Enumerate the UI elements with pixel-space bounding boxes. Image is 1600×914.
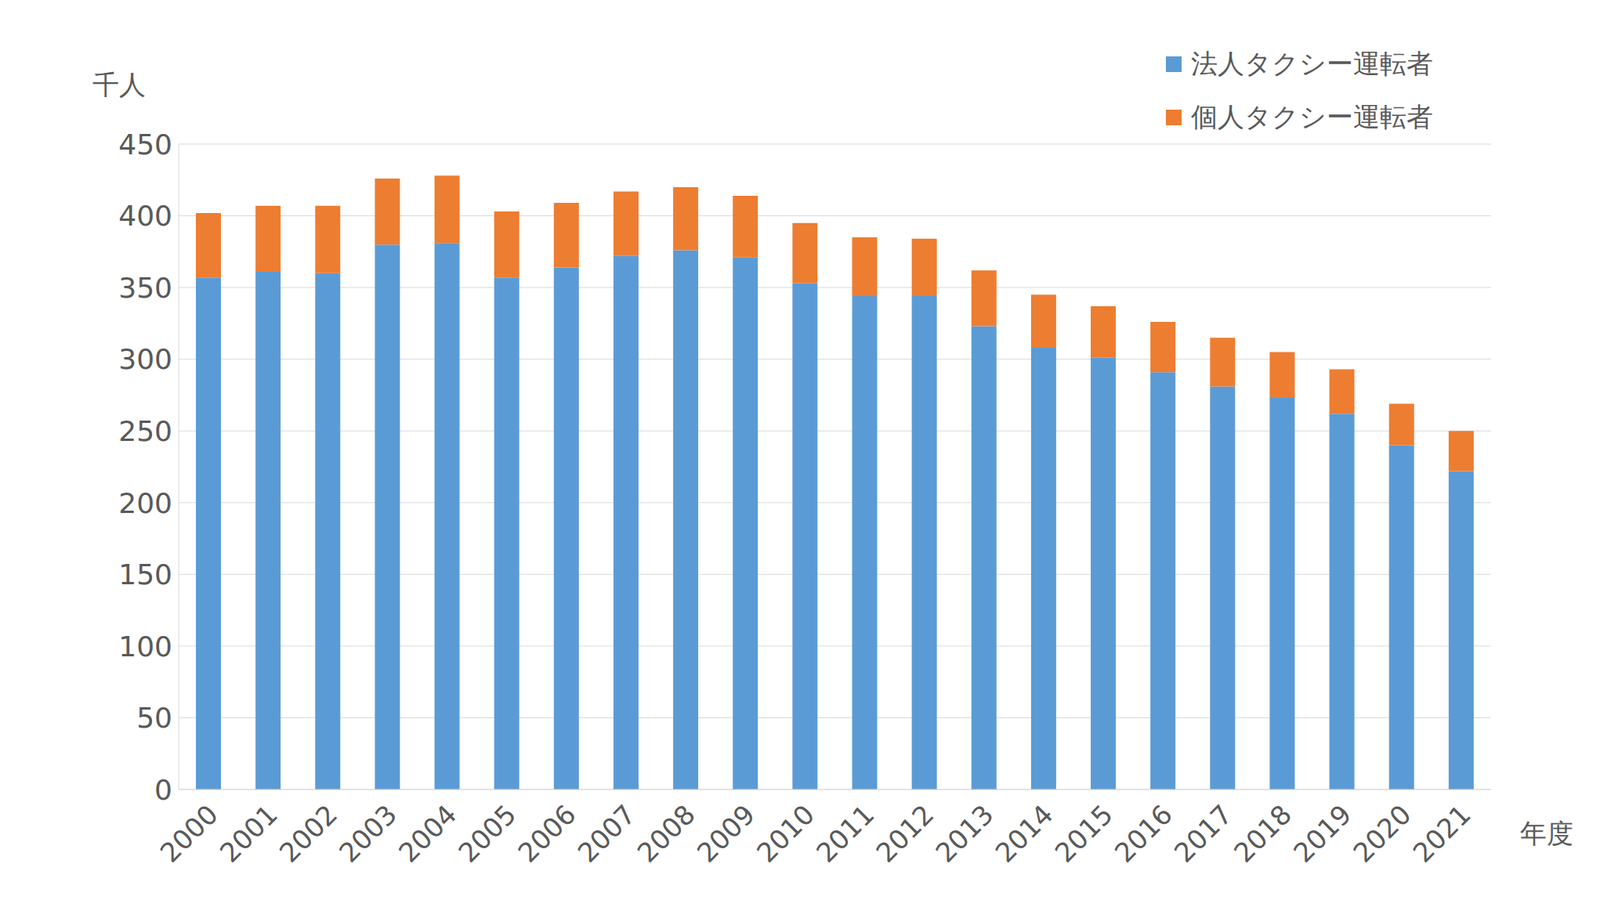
- svg-text:50: 50: [136, 702, 173, 735]
- svg-text:150: 150: [118, 558, 173, 591]
- svg-text:300: 300: [118, 343, 173, 376]
- svg-text:2018: 2018: [1227, 799, 1298, 869]
- svg-text:2020: 2020: [1346, 799, 1417, 869]
- svg-text:2000: 2000: [153, 799, 224, 869]
- svg-text:2011: 2011: [810, 799, 880, 869]
- svg-text:2008: 2008: [630, 799, 701, 869]
- svg-text:2006: 2006: [511, 799, 582, 869]
- svg-text:2009: 2009: [691, 799, 761, 869]
- svg-text:2016: 2016: [1108, 799, 1179, 869]
- svg-text:2015: 2015: [1048, 799, 1119, 869]
- svg-text:250: 250: [118, 415, 173, 448]
- svg-text:2007: 2007: [571, 799, 641, 869]
- svg-text:2004: 2004: [392, 799, 463, 869]
- svg-text:2001: 2001: [213, 799, 284, 869]
- html-text:千人: 千人: [92, 68, 146, 101]
- svg-text:2014: 2014: [988, 799, 1059, 869]
- html-text:年度: 年度: [1520, 818, 1574, 850]
- svg-text:2005: 2005: [452, 799, 522, 869]
- svg-text:2002: 2002: [273, 799, 344, 869]
- svg-text:100: 100: [118, 630, 173, 663]
- svg-text:2021: 2021: [1406, 799, 1477, 869]
- svg-text:2017: 2017: [1168, 799, 1239, 869]
- svg-text:0: 0: [154, 774, 173, 807]
- html-text:法人タクシー運転者: 法人タクシー運転者: [1190, 47, 1434, 80]
- svg-text:400: 400: [118, 199, 173, 232]
- svg-text:350: 350: [118, 271, 173, 305]
- svg-text:2012: 2012: [869, 799, 940, 869]
- svg-text:200: 200: [118, 487, 173, 520]
- svg-text:2019: 2019: [1287, 799, 1358, 869]
- html-text:個人タクシー運転者: 個人タクシー運転者: [1190, 101, 1434, 133]
- svg-text:2013: 2013: [929, 799, 1000, 869]
- svg-text:2003: 2003: [333, 799, 403, 869]
- svg-text:450: 450: [118, 128, 173, 161]
- svg-text:2010: 2010: [750, 799, 821, 869]
